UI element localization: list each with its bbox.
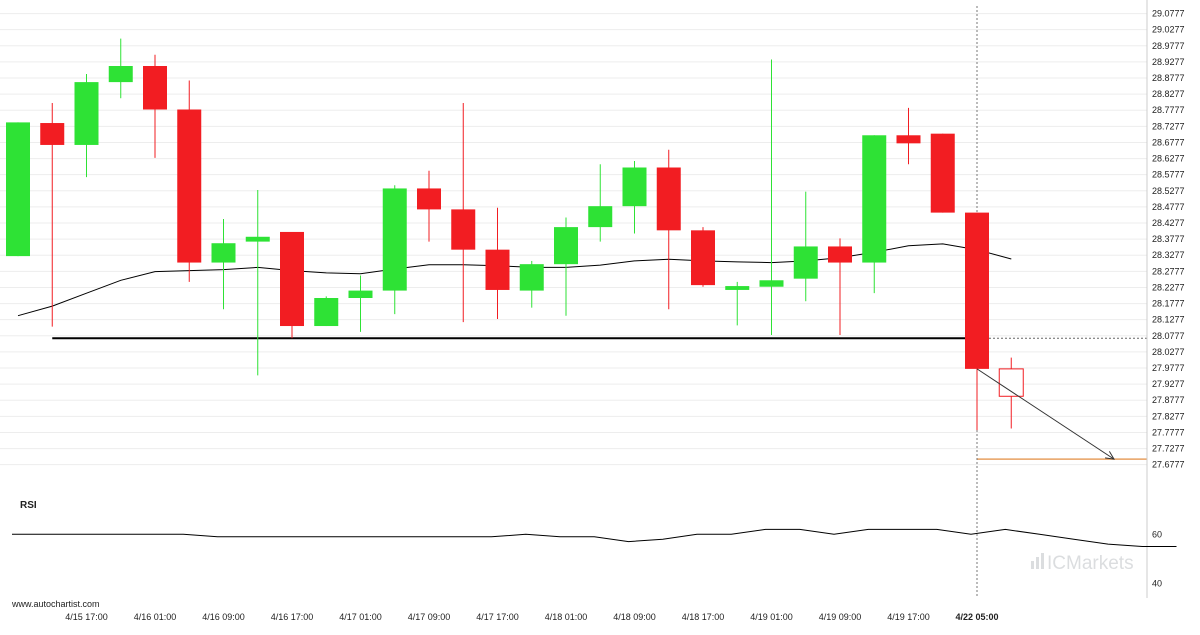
candle-body bbox=[485, 249, 510, 290]
y-tick-label: 28.4277 bbox=[1152, 218, 1185, 228]
x-tick-label: 4/18 01:00 bbox=[545, 612, 588, 622]
candle-body bbox=[930, 133, 955, 213]
y-tick-label: 28.1777 bbox=[1152, 299, 1185, 309]
rsi-line bbox=[12, 528, 1177, 547]
candle-body bbox=[280, 231, 304, 327]
y-tick-label: 28.5277 bbox=[1152, 186, 1185, 196]
y-tick-label: 27.8777 bbox=[1152, 395, 1185, 405]
candle-body bbox=[74, 82, 99, 145]
x-tick-label: 4/16 01:00 bbox=[134, 612, 177, 622]
candle-body bbox=[245, 236, 270, 242]
x-tick-label: 4/18 17:00 bbox=[682, 612, 725, 622]
y-tick-label: 28.6277 bbox=[1152, 154, 1185, 164]
watermark-text: ICMarkets bbox=[1047, 553, 1134, 574]
x-axis: 4/15 17:00 4/16 01:00 4/16 09:00 4/16 17:00… bbox=[65, 612, 998, 622]
rsi-tick-label: 60 bbox=[1152, 529, 1162, 539]
candle-body bbox=[417, 188, 441, 210]
candle-body bbox=[725, 286, 750, 290]
candles bbox=[6, 38, 1024, 431]
candle-body bbox=[348, 290, 373, 298]
watermark: ICMarkets bbox=[1031, 553, 1134, 574]
y-tick-label: 28.7777 bbox=[1152, 105, 1185, 115]
y-tick-label: 28.7277 bbox=[1152, 121, 1185, 131]
x-tick-label: 4/17 09:00 bbox=[408, 612, 451, 622]
y-tick-label: 28.0777 bbox=[1152, 331, 1185, 341]
y-tick-label: 28.9277 bbox=[1152, 57, 1185, 67]
rsi-tick-label: 40 bbox=[1152, 578, 1162, 588]
candle-body bbox=[793, 246, 818, 279]
candle-body bbox=[314, 298, 339, 327]
y-tick-label: 28.8277 bbox=[1152, 89, 1185, 99]
y-tick-label: 28.1277 bbox=[1152, 315, 1185, 325]
candle-body bbox=[759, 280, 784, 287]
x-tick-label: 4/18 09:00 bbox=[613, 612, 656, 622]
x-tick-label: 4/17 17:00 bbox=[476, 612, 519, 622]
y-tick-label: 28.0277 bbox=[1152, 347, 1185, 357]
candle-body bbox=[6, 122, 30, 257]
x-tick-label: 4/19 17:00 bbox=[887, 612, 930, 622]
projection-arrow bbox=[976, 368, 1115, 460]
x-tick-label: 4/17 01:00 bbox=[339, 612, 382, 622]
y-tick-label: 28.2277 bbox=[1152, 282, 1185, 292]
y-tick-label: 28.2777 bbox=[1152, 266, 1185, 276]
candle-body bbox=[40, 123, 65, 145]
x-tick-label: 4/16 09:00 bbox=[202, 612, 245, 622]
candle-body bbox=[143, 66, 167, 110]
x-tick-label: 4/19 09:00 bbox=[819, 612, 862, 622]
site-label: www.autochartist.com bbox=[11, 599, 100, 609]
rsi-panel: RSI 60 40 bbox=[12, 500, 1177, 588]
y-tick-label: 28.3277 bbox=[1152, 250, 1185, 260]
candle-body bbox=[622, 167, 647, 207]
y-tick-label: 28.9777 bbox=[1152, 41, 1185, 51]
candle-body bbox=[896, 135, 921, 144]
candle-body bbox=[588, 206, 613, 228]
y-tick-label: 27.7777 bbox=[1152, 427, 1185, 437]
candle-body bbox=[828, 246, 852, 263]
candle-body bbox=[554, 227, 578, 265]
candle-body bbox=[519, 264, 544, 291]
y-tick-label: 27.9277 bbox=[1152, 379, 1185, 389]
x-tick-label: 4/15 17:00 bbox=[65, 612, 108, 622]
candle-body bbox=[382, 188, 407, 291]
y-tick-label: 28.8777 bbox=[1152, 73, 1185, 83]
arrow-shaft bbox=[976, 368, 1115, 460]
candle-body bbox=[965, 212, 989, 369]
candle-body bbox=[691, 230, 715, 286]
x-tick-label: 4/19 01:00 bbox=[750, 612, 793, 622]
pending-candle-body bbox=[998, 368, 1024, 397]
y-tick-label: 27.7277 bbox=[1152, 444, 1185, 454]
candle-body bbox=[862, 135, 887, 263]
y-tick-label: 28.5777 bbox=[1152, 170, 1185, 180]
arrow-head-icon bbox=[1105, 451, 1115, 460]
candle-body bbox=[177, 109, 202, 263]
rsi-label: RSI bbox=[20, 500, 37, 511]
candle-body bbox=[451, 209, 476, 250]
y-tick-label: 28.6777 bbox=[1152, 137, 1185, 147]
candle-body bbox=[108, 66, 133, 83]
y-tick-label: 29.0777 bbox=[1152, 9, 1185, 19]
y-tick-label: 29.0277 bbox=[1152, 25, 1185, 35]
candle-body bbox=[211, 243, 236, 263]
y-tick-label: 28.3777 bbox=[1152, 234, 1185, 244]
y-tick-label: 28.4777 bbox=[1152, 202, 1185, 212]
y-tick-label: 27.9777 bbox=[1152, 363, 1185, 373]
x-tick-label: 4/16 17:00 bbox=[271, 612, 314, 622]
candle-body bbox=[656, 167, 681, 231]
icmarkets-logo-icon bbox=[1031, 553, 1044, 569]
y-axis: 29.0777 29.0277 28.9777 28.9277 28.8777 28.82… bbox=[1146, 0, 1185, 598]
y-tick-label: 27.6777 bbox=[1152, 460, 1185, 470]
x-tick-label: 4/22 05:00 bbox=[955, 612, 998, 622]
y-tick-label: 27.8277 bbox=[1152, 411, 1185, 421]
